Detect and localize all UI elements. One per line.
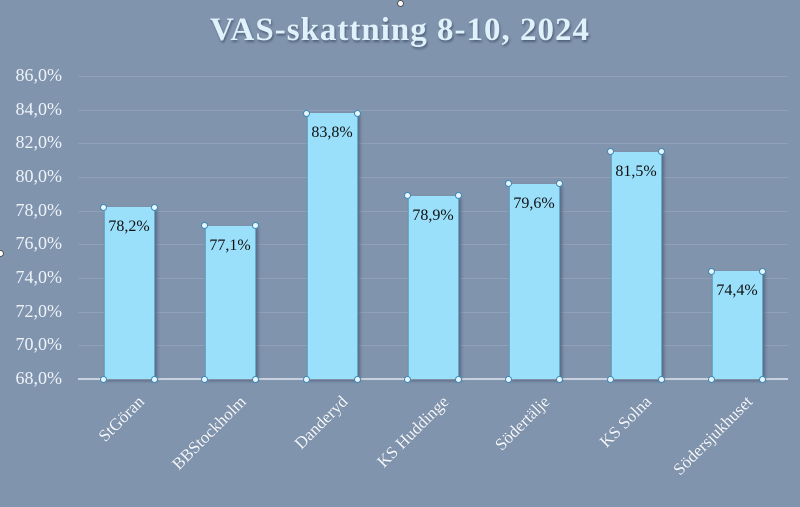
bar-handle[interactable] [658, 148, 665, 156]
y-tick-label: 74,0% [15, 267, 63, 287]
bar-handle[interactable] [708, 267, 715, 275]
x-tick-label: Danderyd [290, 392, 352, 453]
bar[interactable] [204, 225, 256, 379]
x-axis-line [78, 378, 788, 380]
bar[interactable] [610, 151, 662, 379]
selection-handle-top[interactable] [397, 0, 404, 7]
bar-handle[interactable] [556, 180, 563, 188]
bar-handle[interactable] [404, 375, 411, 383]
bar-handle[interactable] [303, 109, 310, 117]
y-tick-label: 80,0% [15, 166, 63, 186]
bar[interactable] [103, 207, 155, 379]
bar-handle[interactable] [505, 375, 512, 383]
x-tick-label: Södersjukhuset [669, 392, 757, 479]
bar-handle[interactable] [404, 192, 411, 200]
bar-handle[interactable] [759, 267, 766, 275]
data-label: 79,6% [513, 194, 555, 212]
bar-handle[interactable] [252, 375, 259, 383]
x-tick-label: KS Huddinge [373, 392, 453, 472]
bar[interactable] [508, 183, 560, 379]
bar-handle[interactable] [100, 203, 107, 211]
bar-handle[interactable] [556, 375, 563, 383]
bar-handle[interactable] [658, 375, 665, 383]
data-label: 77,1% [209, 236, 251, 254]
y-tick-label: 78,0% [15, 199, 63, 220]
x-tick-label: BBStockholm [168, 392, 250, 474]
y-tick-label: 82,0% [15, 132, 63, 153]
x-tick-label: StGöran [94, 392, 149, 446]
data-label: 78,9% [412, 206, 454, 224]
y-tick-label: 86,0% [15, 65, 63, 85]
chart-title: VAS-skattning 8-10, 2024 [209, 12, 591, 48]
gridline [78, 143, 788, 145]
data-label: 78,2% [108, 218, 150, 236]
bar-handle[interactable] [455, 192, 462, 200]
bar-handle[interactable] [201, 375, 208, 383]
data-label: 81,5% [615, 162, 657, 180]
data-label: 74,4% [716, 282, 758, 300]
bar-handle[interactable] [151, 375, 158, 383]
bar-handle[interactable] [607, 148, 614, 156]
bar-handle[interactable] [354, 375, 361, 383]
x-tick-label: Södertälje [491, 392, 554, 455]
bar-handle[interactable] [708, 375, 715, 383]
y-tick-label: 70,0% [15, 334, 63, 355]
bar[interactable] [407, 195, 459, 379]
y-tick-label: 72,0% [15, 300, 63, 321]
bar-handle[interactable] [303, 375, 310, 383]
bar-handle[interactable] [607, 375, 614, 383]
y-tick-label: 68,0% [15, 368, 63, 388]
y-tick-label: 76,0% [15, 233, 63, 254]
data-label: 83,8% [311, 124, 353, 142]
bar-handle[interactable] [759, 375, 766, 383]
bar-handle[interactable] [201, 222, 208, 230]
selection-handle-left[interactable] [0, 250, 4, 257]
x-tick-label: KS Solna [595, 392, 656, 452]
bar-handle[interactable] [252, 222, 259, 230]
gridline [78, 177, 788, 178]
bar-handle[interactable] [100, 375, 107, 383]
bar-handle[interactable] [354, 109, 361, 117]
gridline [78, 109, 788, 111]
bar-handle[interactable] [151, 203, 158, 211]
bar-handle[interactable] [455, 375, 462, 383]
bar[interactable] [711, 271, 763, 379]
bar-handle[interactable] [505, 180, 512, 188]
y-tick-label: 84,0% [15, 98, 63, 119]
gridline [78, 76, 788, 77]
bar[interactable] [306, 113, 358, 379]
